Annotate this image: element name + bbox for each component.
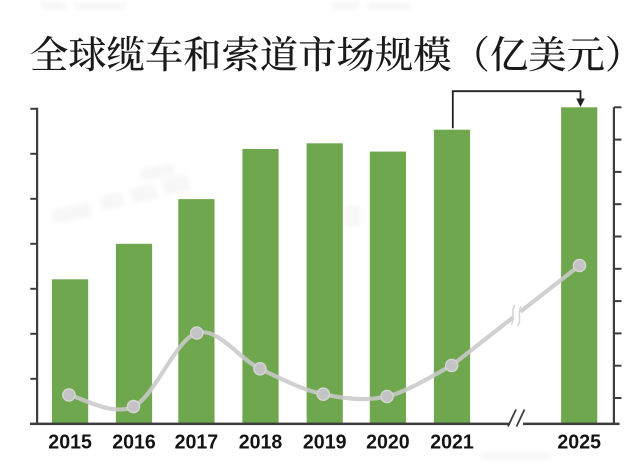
svg-text:2019: 2019: [303, 431, 347, 454]
svg-text:2016: 2016: [112, 431, 156, 454]
svg-text:2017: 2017: [175, 431, 219, 454]
svg-text:2020: 2020: [366, 431, 410, 454]
svg-text:2025: 2025: [557, 431, 601, 454]
svg-text:2018: 2018: [239, 431, 283, 454]
svg-text:2015: 2015: [48, 431, 92, 454]
svg-text:2021: 2021: [430, 431, 474, 454]
